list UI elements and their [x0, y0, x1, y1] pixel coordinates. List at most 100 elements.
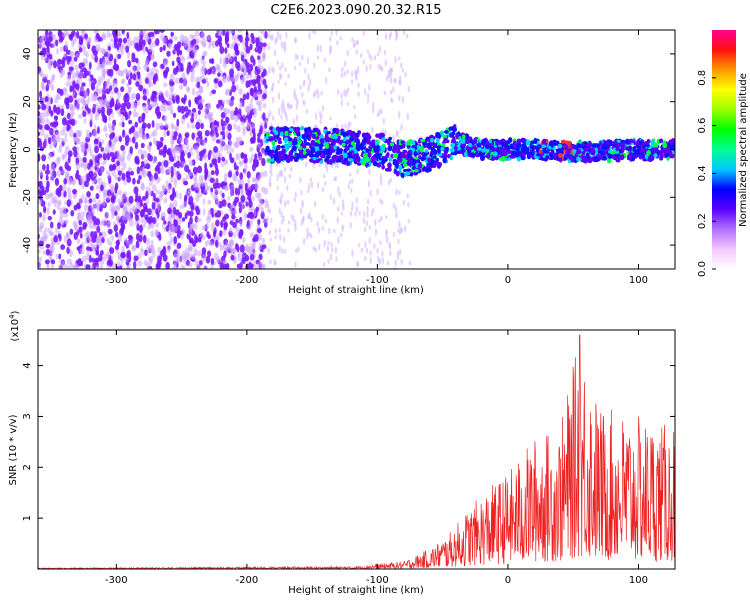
spectrogram-cell [207, 102, 211, 111]
spectrogram-cell [93, 138, 99, 145]
spectrogram-cell [360, 247, 364, 253]
spectrogram-cell [126, 31, 130, 39]
spectrogram-cell [166, 149, 171, 156]
spectrogram-cell [115, 135, 120, 142]
spectrogram-cell [255, 206, 259, 212]
spectrogram-cell [126, 39, 132, 48]
spectrogram-cell [371, 126, 374, 134]
spectrogram-cell [386, 260, 390, 266]
spectrogram-cell [229, 157, 235, 164]
spectrogram-cell [395, 188, 398, 197]
spectrogram-cell [664, 148, 669, 153]
spectrogram-cell [398, 220, 401, 229]
spectrogram-cell [116, 108, 122, 115]
spectrogram-cell [84, 142, 89, 150]
spectrogram-cell [141, 122, 147, 129]
spectrogram-cell [79, 157, 83, 162]
spectrogram-cell [216, 182, 222, 189]
spectrogram-cell [45, 193, 51, 200]
spectrogram-cell [152, 249, 156, 258]
spectrogram-cell [125, 170, 131, 179]
spectrogram-cell [246, 74, 249, 80]
spectrogram-cell [99, 99, 103, 107]
spectrogram-cell [115, 240, 120, 246]
spectrogram-cell [272, 135, 278, 140]
spectrogram-cell [98, 141, 102, 149]
spectrogram-cell [163, 58, 169, 65]
spectrogram-cell [401, 152, 405, 158]
spectrogram-cell [316, 181, 320, 189]
spectrogram-cell [66, 238, 72, 247]
spectrogram-cell [204, 241, 208, 247]
spectrogram-cell [293, 93, 296, 99]
spectrogram-cell [129, 126, 135, 134]
spectrogram-cell [63, 190, 67, 198]
spectrogram-cell [112, 30, 116, 37]
spectrogram-cell [137, 195, 142, 203]
spectrogram-cell [109, 183, 115, 192]
spectrogram-cell [223, 250, 227, 258]
spectrogram-cell [81, 211, 86, 217]
spectrogram-cell [201, 253, 207, 262]
spectrogram-cell [303, 100, 306, 106]
spectrogram-cell [399, 62, 403, 69]
spectrogram-cell [248, 102, 254, 111]
spectrogram-cell [331, 138, 337, 145]
spectrogram-cell [372, 207, 375, 213]
spectrogram-x-axis-label: Height of straight line (km) [288, 285, 424, 296]
spectrogram-cell [85, 264, 91, 269]
spectrogram-cell [219, 143, 224, 152]
spectrogram-cell [101, 139, 105, 145]
spectrogram-cell [69, 249, 74, 258]
spectrogram-cell [122, 214, 127, 221]
spectrogram-cell [108, 126, 113, 133]
spectrogram-cell [429, 152, 434, 158]
spectrogram-cell [167, 207, 172, 215]
spectrogram-cell [305, 149, 311, 153]
spectrogram-cell [76, 103, 80, 112]
spectrogram-cell [288, 127, 294, 132]
spectrogram-cell [290, 214, 293, 219]
spectrogram-cell [268, 30, 271, 33]
spectrogram-cell [94, 145, 99, 154]
spectrogram-cell [325, 76, 328, 85]
spectrogram-cell [138, 234, 143, 243]
spectrogram-cell [158, 122, 164, 131]
spectrogram-cell [86, 36, 92, 45]
spectrogram-cell [138, 224, 143, 233]
spectrogram-cell [162, 45, 166, 51]
spectrogram-cell [73, 264, 77, 269]
spectrogram-cell [312, 245, 315, 252]
spectrogram-cell [107, 46, 112, 51]
spectrogram-cell [88, 170, 94, 178]
spectrogram-cell [163, 160, 169, 168]
spectrogram-cell [181, 143, 185, 151]
spectrogram-cell [307, 73, 310, 80]
spectrogram-cell [349, 221, 352, 229]
spectrogram-cell [137, 72, 141, 80]
spectrogram-cell [220, 130, 225, 136]
spectrogram-cell [181, 160, 185, 168]
spectrogram-cell [46, 207, 50, 215]
spectrogram-cell [223, 263, 228, 269]
spectrogram-cell [612, 140, 618, 145]
spectrogram-cell [117, 189, 123, 196]
x-tick-label: -300 [105, 275, 128, 286]
spectrogram-cell [134, 156, 140, 165]
spectrogram-cell [140, 181, 145, 190]
spectrogram-cell [440, 130, 444, 137]
spectrogram-cell [136, 166, 141, 175]
spectrogram-cell [64, 41, 68, 50]
spectrogram-cell [132, 65, 136, 74]
spectrogram-cell [261, 157, 266, 167]
spectrogram-cell [191, 87, 196, 96]
spectrogram-cell [227, 123, 233, 132]
spectrogram-cell [200, 31, 206, 40]
spectrogram-cell [242, 93, 247, 101]
spectrogram-cell [261, 45, 267, 51]
spectrogram-cell [147, 32, 152, 38]
spectrogram-cell [307, 126, 311, 132]
spectrogram-cell [67, 192, 72, 201]
spectrogram-cell [342, 204, 345, 211]
spectrogram-cell [43, 133, 50, 140]
